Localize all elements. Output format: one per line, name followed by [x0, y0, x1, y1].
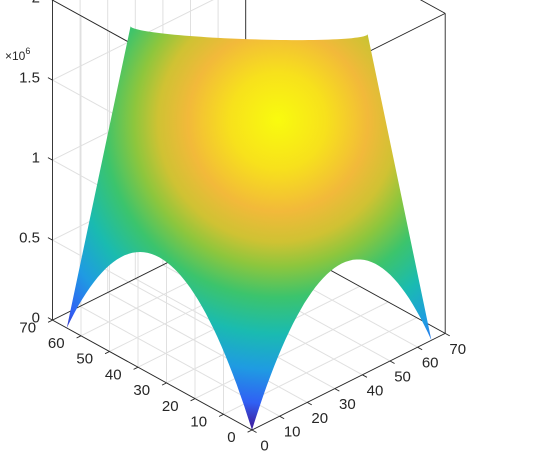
- x-tick: [444, 333, 450, 337]
- y-tick-label: 70: [19, 319, 36, 336]
- y-tick: [247, 429, 253, 433]
- z-multiplier-exponent: 6: [25, 46, 30, 56]
- z-tick: [47, 317, 53, 321]
- y-tick: [104, 351, 110, 355]
- box-edge: [419, 0, 446, 14]
- z-multiplier-base: ×10: [5, 49, 26, 63]
- y-tick: [218, 413, 224, 417]
- x-tick: [334, 388, 340, 392]
- z-tick-label: 0.5: [19, 230, 40, 247]
- axis-ticks: [47, 0, 450, 433]
- box-edge: [251, 332, 446, 431]
- y-tick: [76, 335, 82, 339]
- x-tick: [389, 360, 395, 364]
- y-tick-label: 50: [76, 351, 93, 368]
- y-tick-label: 40: [105, 366, 122, 383]
- z-tick-label: 0: [32, 310, 40, 327]
- y-tick: [161, 382, 167, 386]
- x-tick-label: 50: [394, 369, 411, 386]
- z-tick-label: 1: [32, 150, 40, 167]
- x-tick: [362, 374, 368, 378]
- y-tick-label: 60: [48, 335, 65, 352]
- y-tick-label: 10: [190, 414, 207, 431]
- x-tick-label: 40: [367, 382, 384, 399]
- z-tick: [47, 237, 53, 241]
- y-tick-label: 0: [227, 429, 235, 446]
- x-tick: [251, 429, 257, 433]
- z-tick-label: 2: [32, 0, 40, 7]
- y-tick-label: 20: [162, 398, 179, 415]
- z-tick: [47, 77, 53, 81]
- surface: [66, 26, 432, 430]
- x-tick: [306, 402, 312, 406]
- surface-dome: [66, 26, 432, 430]
- y-tick: [133, 366, 139, 370]
- z-tick: [47, 157, 53, 161]
- x-tick-label: 10: [284, 424, 301, 441]
- grid-floor-y: [194, 301, 389, 400]
- x-tick-label: 70: [449, 341, 466, 358]
- y-tick-label: 30: [133, 382, 150, 399]
- box-edge: [52, 319, 253, 431]
- z-axis-multiplier: ×106: [5, 46, 30, 63]
- y-tick: [47, 319, 53, 323]
- x-tick-label: 0: [260, 438, 268, 455]
- x-tick: [417, 346, 423, 351]
- x-tick-label: 20: [311, 410, 328, 427]
- grid-floor-x: [107, 292, 308, 403]
- x-tick-label: 30: [339, 396, 356, 413]
- x-tick: [279, 415, 285, 420]
- z-tick-label: 1.5: [19, 70, 40, 87]
- y-tick: [190, 398, 196, 402]
- x-tick-label: 60: [422, 355, 439, 372]
